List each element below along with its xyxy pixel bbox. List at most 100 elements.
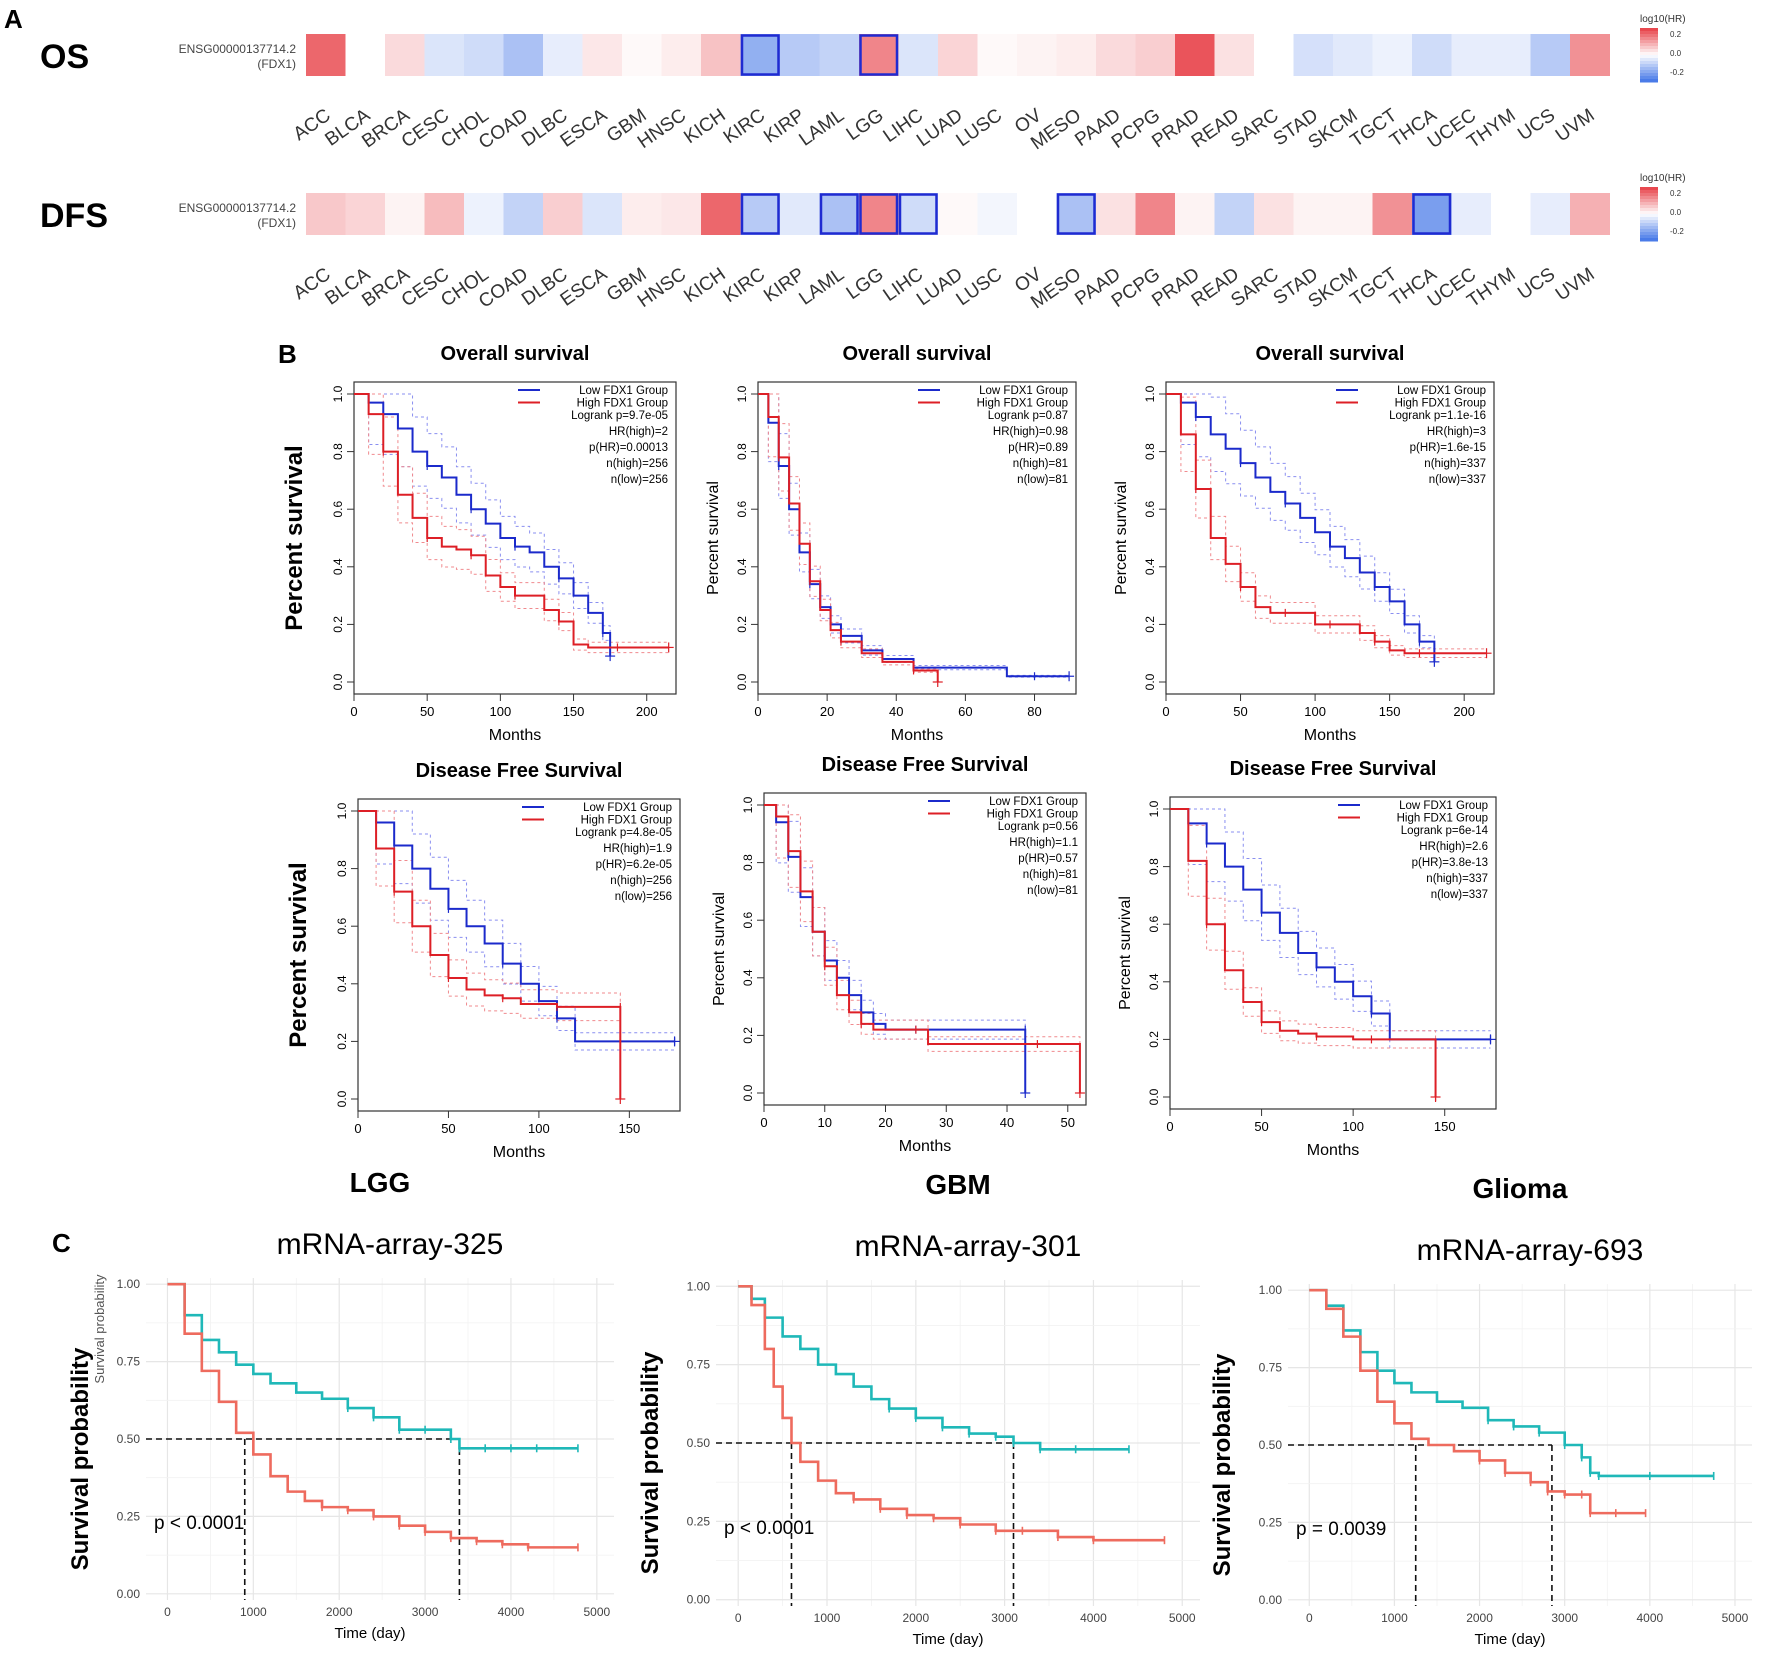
km-x-axis-label: Months xyxy=(493,1144,545,1161)
km-curve-high xyxy=(354,393,669,649)
km-curve-low xyxy=(358,810,675,1043)
km-stat-line: Logrank p=1.1e-16 xyxy=(1389,410,1486,422)
km-y-tick-label: 0.0 xyxy=(741,1084,755,1101)
km-pvalue: p < 0.0001 xyxy=(154,1513,244,1534)
km-y-tick-label: 0.25 xyxy=(1259,1515,1283,1529)
km-y-axis-label: Survival probability xyxy=(67,1347,94,1570)
heatmap-cell-coad xyxy=(503,193,544,235)
heatmap-cell-brca xyxy=(385,193,425,235)
km-plot-b1: Overall survival 0.0 0.2 0.4 0.6 0.8 1.0 0 50 100… xyxy=(281,343,677,744)
heatmap-cell-gbm xyxy=(622,193,662,235)
km-y-axis-label: Percent survival xyxy=(1117,896,1134,1010)
km-plot-c2: GBM mRNA-array-301 0.00 0.25 0.50 0.75 1.00 0 10… xyxy=(637,1169,1200,1648)
heatmap-cell-gbm xyxy=(622,34,662,76)
heatmap-legend-swatch xyxy=(1640,34,1658,38)
km-x-tick-label: 200 xyxy=(1453,704,1475,719)
km-curve-high xyxy=(738,1284,1129,1451)
km-y-tick-label: 0.2 xyxy=(331,616,345,633)
heatmap-row-label: OS xyxy=(40,38,89,76)
km-curve-high xyxy=(1170,808,1437,1097)
km-curve-low xyxy=(1170,808,1491,1041)
km-y-tick-label: 0.50 xyxy=(687,1436,711,1450)
km-stat-line: Logrank p=4.8e-05 xyxy=(575,827,672,839)
km-x-tick-label: 200 xyxy=(636,704,658,719)
km-pvalue: p = 0.0039 xyxy=(1296,1519,1386,1540)
km-x-axis-label: Time (day) xyxy=(334,1625,405,1642)
heatmap-cell-thym xyxy=(1491,193,1531,235)
km-x-tick-label: 2000 xyxy=(326,1605,353,1619)
heatmap-legend-swatch xyxy=(1640,238,1658,242)
heatmap-cell-tgct xyxy=(1372,34,1413,76)
heatmap-legend-tick: -0.2 xyxy=(1670,68,1684,77)
km-x-tick-label: 0 xyxy=(754,704,761,719)
km-stat-line: HR(high)=2 xyxy=(609,426,668,438)
km-y-axis-label: Survival probability xyxy=(1209,1353,1236,1576)
km-x-tick-label: 20 xyxy=(878,1115,892,1130)
km-y-tick-label: 1.00 xyxy=(1259,1283,1283,1297)
heatmap-box-lgg xyxy=(859,34,899,76)
heatmap-cell-kirc xyxy=(740,193,781,235)
km-confidence-band xyxy=(358,810,675,1034)
heatmap-legend-swatch xyxy=(1640,217,1658,221)
heatmap-cell-coad xyxy=(503,34,544,76)
km-legend-entry: Low FDX1 Group xyxy=(1397,385,1486,397)
km-y-tick-label: 0.8 xyxy=(331,443,345,460)
km-y-tick-label: 0.8 xyxy=(335,860,349,877)
km-confidence-band xyxy=(354,393,669,643)
km-confidence-band xyxy=(358,810,675,1051)
heatmap-cell-sarc xyxy=(1254,193,1294,235)
km-confidence-band xyxy=(758,393,939,682)
heatmap-cell-paad xyxy=(1096,193,1136,235)
panel-label-b: B xyxy=(278,339,297,369)
km-y-tick-label: 1.0 xyxy=(1143,385,1157,402)
km-curve-low xyxy=(1166,393,1436,662)
km-y-tick-label: 0.50 xyxy=(117,1432,141,1446)
km-stat-line: n(high)=81 xyxy=(1013,458,1068,470)
heatmap-cell-lusc xyxy=(977,193,1018,235)
heatmap-legend-title: log10(HR) xyxy=(1640,173,1686,184)
km-y-tick-label: 0.2 xyxy=(1143,616,1157,633)
km-y-tick-label: 0.0 xyxy=(735,673,749,690)
km-x-tick-label: 150 xyxy=(1379,704,1401,719)
km-plot-b5: Disease Free Survival 0.0 0.2 0.4 0.6 0.8 1.0 0… xyxy=(711,754,1087,1155)
km-y-tick-label: 0.2 xyxy=(1147,1031,1161,1048)
km-y-tick-label: 0.6 xyxy=(335,918,349,935)
km-stat-line: n(low)=256 xyxy=(611,474,668,486)
heatmap-legend-swatch xyxy=(1640,40,1658,44)
heatmap-cell-lihc xyxy=(898,34,939,76)
km-confidence-band xyxy=(1166,393,1487,650)
km-y-axis-label: Percent survival xyxy=(711,892,728,1006)
heatmap-legend-swatch xyxy=(1640,211,1658,215)
km-x-axis-label: Months xyxy=(1304,727,1356,744)
heatmap-cell-kirc xyxy=(740,34,781,76)
heatmap-legend-swatch xyxy=(1640,196,1658,200)
km-x-axis-label: Months xyxy=(489,727,541,744)
km-legend-entry: High FDX1 Group xyxy=(577,398,668,410)
heatmap-cell-paad xyxy=(1096,34,1136,76)
km-x-tick-label: 3000 xyxy=(412,1605,439,1619)
heatmap-box-laml xyxy=(819,193,859,235)
heatmap-legend-swatch xyxy=(1640,67,1658,71)
km-x-tick-label: 3000 xyxy=(991,1611,1018,1625)
heatmap-box-meso xyxy=(1056,193,1096,235)
heatmap-legend-tick: 0.2 xyxy=(1670,189,1682,198)
heatmap-cell-prad xyxy=(1175,34,1215,76)
km-y-axis-label: Percent survival xyxy=(281,445,308,630)
km-y-tick-label: 0.0 xyxy=(331,673,345,690)
km-x-tick-label: 50 xyxy=(1254,1119,1268,1134)
heatmap-legend-swatch xyxy=(1640,229,1658,233)
heatmap-legend-tick: -0.2 xyxy=(1670,227,1684,236)
km-x-tick-label: 0 xyxy=(354,1121,361,1136)
km-stat-line: n(high)=256 xyxy=(606,458,668,470)
km-x-tick-label: 5000 xyxy=(1722,1611,1749,1625)
km-curve-low xyxy=(738,1284,1165,1542)
km-legend-entry: High FDX1 Group xyxy=(977,398,1068,410)
heatmap-legend-swatch xyxy=(1640,31,1658,35)
km-stat-line: n(low)=337 xyxy=(1431,889,1488,901)
heatmap-legend-swatch xyxy=(1640,76,1658,80)
km-legend-entry: Low FDX1 Group xyxy=(579,385,668,397)
heatmap-legend-swatch xyxy=(1640,223,1658,227)
km-y-axis-label: Percent survival xyxy=(285,862,312,1047)
km-plot-b6: Disease Free Survival 0.0 0.2 0.4 0.6 0.8 1.0 0… xyxy=(1117,758,1497,1159)
km-x-tick-label: 100 xyxy=(1304,704,1326,719)
